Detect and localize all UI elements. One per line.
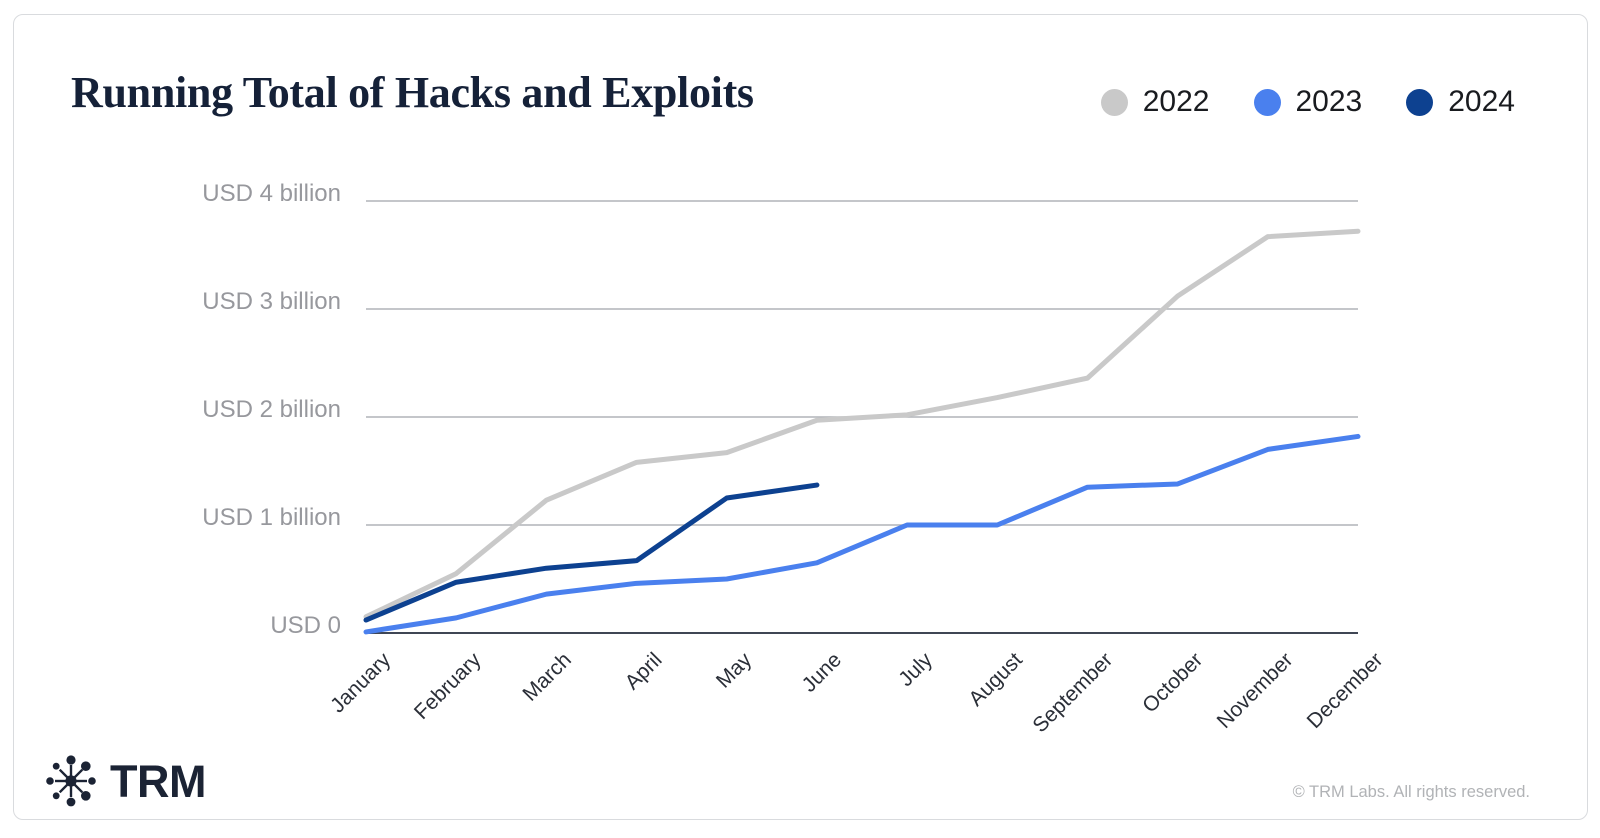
x-tick-label: August [964, 648, 1027, 711]
legend: 2022 2023 2024 [1100, 85, 1515, 118]
y-tick-label: USD 2 billion [202, 396, 341, 423]
x-tick-label: February [410, 648, 486, 724]
copyright-text: © TRM Labs. All rights reserved. [1292, 783, 1530, 801]
x-tick-label: December [1302, 648, 1388, 734]
trm-logo-icon [46, 755, 96, 807]
y-tick-label: USD 1 billion [202, 504, 341, 531]
x-tick-label: January [326, 648, 396, 718]
legend-item-2024: 2024 [1406, 87, 1515, 117]
y-tick-label: USD 4 billion [202, 180, 341, 207]
legend-label: 2022 [1142, 85, 1210, 118]
x-tick-label: June [798, 648, 847, 697]
x-tick-label: May [711, 648, 757, 693]
legend-item-2023: 2023 [1253, 85, 1363, 118]
chart-card: Running Total of Hacks and Exploits 2022… [13, 14, 1588, 820]
x-tick-label: September [1028, 648, 1118, 738]
y-axis-labels: USD 0 USD 1 billion USD 2 billion USD 3 bil… [14, 15, 1587, 819]
x-axis-labels: January February March April May June July Augu… [14, 15, 1587, 819]
legend-dot-icon [1253, 88, 1281, 116]
y-tick-label: USD 0 [270, 612, 341, 639]
y-tick-label: USD 3 billion [202, 288, 341, 315]
page-title: Running Total of Hacks and Exploits [71, 68, 754, 117]
legend-label: 2023 [1295, 85, 1363, 118]
legend-dot-icon [1406, 88, 1434, 116]
x-tick-label: November [1212, 648, 1298, 734]
x-tick-label: July [893, 648, 937, 691]
brand-wordmark: TRM [110, 756, 206, 807]
legend-item-2022: 2022 [1100, 85, 1210, 118]
x-tick-label: October [1138, 648, 1208, 718]
legend-label: 2024 [1448, 85, 1515, 118]
x-tick-label: April [620, 648, 667, 695]
x-tick-label: March [518, 648, 576, 706]
legend-dot-icon [1100, 88, 1128, 116]
